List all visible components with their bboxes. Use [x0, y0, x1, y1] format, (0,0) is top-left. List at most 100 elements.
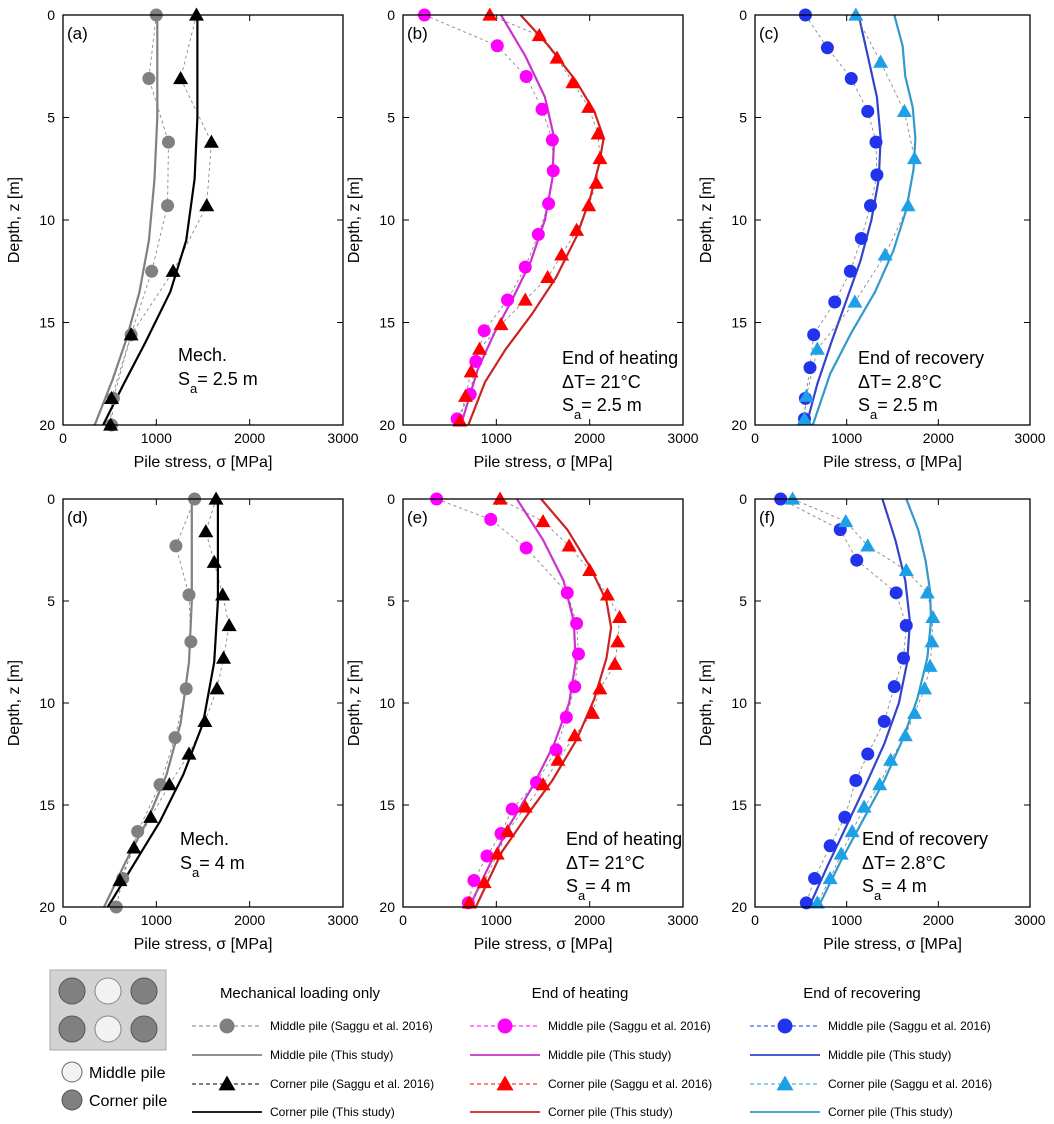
data-point-triangle	[531, 28, 547, 42]
x-tick-label: 1000	[481, 912, 512, 928]
data-point-circle	[535, 102, 549, 116]
data-point-circle	[546, 164, 560, 178]
x-tick-label: 1000	[481, 430, 512, 446]
data-point-circle	[560, 586, 574, 600]
panel-f: 0 1000 2000 3000 0 5 10 15 20 Pile stress, σ [MPa…	[698, 491, 1046, 953]
data-point-circle	[803, 361, 817, 375]
panels: 0 1000 20 0 0 3000 0 5 10 15 20 Pile stress, σ [MPa…	[6, 7, 1046, 953]
x-axis-label: Pile stress, σ [MPa]	[474, 454, 613, 471]
data-point-circle	[854, 231, 868, 245]
legend-group: Mechanical loading only Middle pile (Sagg…	[192, 985, 434, 1119]
y-tick-label: 0	[739, 7, 747, 23]
y-tick-label: 15	[731, 315, 747, 331]
data-point-circle	[844, 72, 858, 86]
data-point-triangle	[482, 7, 498, 21]
data-point-triangle	[809, 895, 825, 909]
x-tick-label: 3000	[327, 430, 358, 446]
data-point-circle	[467, 873, 481, 887]
plot-frame	[402, 14, 684, 426]
y-axis-label: Depth, z [m]	[698, 660, 715, 746]
data-point-circle	[169, 539, 183, 553]
plot-frame	[754, 14, 1031, 426]
data-point-triangle	[898, 562, 914, 577]
data-point-triangle	[907, 151, 922, 165]
data-point-triangle	[897, 728, 913, 742]
legend-triangle-marker	[218, 1075, 236, 1091]
panel-annotation: End of heating	[566, 829, 682, 849]
panel-label: (a)	[67, 24, 88, 43]
legend-entry-label: Corner pile (This study)	[828, 1105, 953, 1119]
data-point-circle	[161, 135, 175, 149]
y-tick-label: 0	[47, 7, 55, 23]
middle-pile-icon	[94, 977, 122, 1005]
x-axis-label: Pile stress, σ [MPa]	[823, 936, 962, 953]
legend-entry-label: Corner pile (Saggu et al. 2016)	[270, 1077, 434, 1091]
x-tick-label: 1000	[141, 430, 172, 446]
series-line-#3344cc	[808, 499, 912, 907]
data-point-triangle	[844, 824, 860, 838]
series-line-#3344cc	[805, 15, 882, 425]
y-tick-label: 20	[379, 899, 395, 915]
x-tick-label: 0	[751, 912, 759, 928]
data-point-circle	[161, 199, 175, 213]
y-axis-label: Depth, z [m]	[346, 660, 363, 746]
y-tick-label: 0	[47, 491, 55, 507]
panel-label: (b)	[407, 24, 428, 43]
data-point-triangle	[919, 585, 935, 599]
data-point-triangle	[215, 587, 231, 601]
legend-triangle-marker	[776, 1075, 794, 1091]
data-point-triangle	[785, 491, 801, 505]
data-point-triangle	[112, 872, 128, 887]
plot-frame	[62, 498, 344, 908]
data-point-triangle	[599, 587, 615, 601]
corner-pile-icon	[130, 1015, 158, 1043]
data-point-triangle	[922, 658, 938, 672]
y-tick-label: 20	[731, 417, 747, 433]
data-point-triangle	[569, 222, 585, 236]
y-tick-label: 5	[739, 110, 747, 126]
data-point-triangle	[203, 134, 219, 148]
legend-entry-label: Corner pile (This study)	[548, 1105, 673, 1119]
data-point-circle	[877, 714, 891, 728]
data-point-triangle	[877, 247, 893, 261]
plot-area	[93, 15, 212, 425]
data-point-triangle	[900, 198, 916, 212]
panel-annotation: Sa= 2.5 m	[178, 369, 258, 396]
legend-circle-marker	[219, 1018, 235, 1034]
data-point-triangle	[607, 656, 623, 670]
panel-annotation: Sa= 2.5 m	[858, 395, 938, 422]
x-tick-label: 0	[59, 430, 67, 446]
data-point-triangle	[581, 198, 597, 212]
data-point-triangle	[833, 846, 849, 860]
data-point-circle	[168, 731, 182, 745]
data-point-triangle	[535, 513, 551, 528]
data-point-circle	[861, 747, 875, 761]
corner-pile-key-label: Corner pile	[89, 1093, 167, 1110]
data-point-triangle	[517, 292, 533, 306]
panel-annotation: End of recovery	[862, 829, 988, 849]
corner-pile-key-icon	[61, 1089, 83, 1111]
y-tick-label: 0	[387, 7, 395, 23]
panel-label: (f)	[759, 508, 775, 527]
data-point-circle	[469, 354, 483, 368]
series-dashed-link	[111, 15, 169, 425]
data-point-triangle	[188, 7, 204, 21]
data-point-triangle	[123, 327, 139, 341]
data-point-triangle	[199, 198, 215, 212]
y-tick-label: 10	[39, 212, 55, 228]
data-point-circle	[849, 774, 863, 788]
data-point-triangle	[567, 728, 583, 742]
data-point-circle	[870, 168, 884, 182]
data-point-circle	[145, 264, 159, 278]
data-point-triangle	[592, 681, 608, 695]
data-point-circle	[864, 199, 877, 213]
panel-annotation: Mech.	[178, 345, 227, 365]
legend-entry-label: Middle pile (Saggu et al. 2016)	[828, 1019, 991, 1033]
data-point-circle	[545, 133, 559, 147]
data-point-triangle	[797, 411, 812, 425]
data-point-triangle	[610, 634, 626, 648]
legend-circle-marker	[497, 1018, 513, 1034]
legend-group-title: End of recovering	[803, 985, 921, 1002]
data-point-triangle	[561, 538, 577, 552]
series-line-#3399cc	[811, 15, 917, 425]
